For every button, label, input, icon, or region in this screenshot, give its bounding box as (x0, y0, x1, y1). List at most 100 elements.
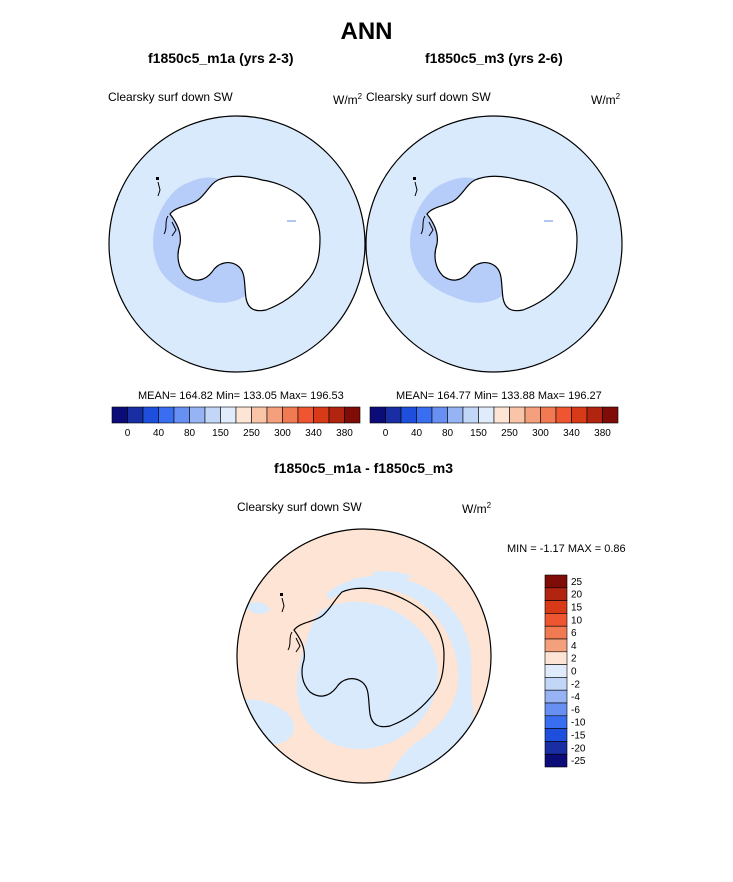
diff-map-island-dot (280, 593, 283, 596)
colorbar-diff-swatch (544, 625, 568, 640)
diff-map-coast-fragment (281, 597, 285, 613)
colorbar-diff-swatch (544, 677, 568, 691)
colorbar-panel2-swatch (431, 406, 448, 424)
colorbar-panel1-swatch (282, 406, 299, 424)
colorbar-panel2-tick-label: 340 (563, 428, 580, 439)
colorbar-panel1-tick-label: 40 (153, 428, 165, 439)
colorbar-panel1-swatch (158, 406, 175, 424)
panel1-title: f1850c5_m1a (yrs 2-3) (148, 50, 294, 66)
panel2-title: f1850c5_m3 (yrs 2-6) (425, 50, 563, 66)
colorbar-diff-tick-label: -4 (571, 692, 580, 703)
colorbar-panel1-swatch (328, 406, 345, 424)
diff-units: W/m2 (462, 501, 492, 516)
colorbar-diff-tick-label: -25 (571, 756, 586, 767)
colorbar-panel2-swatch (555, 406, 572, 424)
colorbar-diff-swatch (544, 753, 568, 768)
colorbar-diff-tick-label: 10 (571, 615, 583, 626)
colorbar-panel2-swatch (524, 406, 541, 424)
colorbar-panel1-tick-label: 80 (184, 428, 196, 439)
diff-map-antarctica (293, 587, 445, 728)
colorbar-diff-tick-label: -15 (571, 731, 586, 742)
diff-minmax: MIN = -1.17 MAX = 0.86 (507, 543, 626, 555)
panel2-units: W/m2 (591, 92, 621, 107)
colorbar-panel1-swatch (111, 406, 128, 424)
colorbar-panel1-swatch (344, 406, 361, 424)
diff-map-negative-region-east (326, 576, 474, 783)
colorbar-panel2: 0 40 80 150 250 300 340 380 (369, 406, 619, 439)
colorbar-panel2-tick-label: 150 (470, 428, 487, 439)
colorbar-diff-swatch (544, 638, 568, 653)
colorbar-panel1-tick-label: 150 (212, 428, 229, 439)
colorbar-panel1-tick-label: 300 (274, 428, 291, 439)
colorbar-panel2-swatch (586, 406, 603, 424)
panel2-stats: MEAN= 164.77 Min= 133.88 Max= 196.27 (396, 390, 602, 402)
colorbar-panel1-swatch (204, 406, 221, 424)
colorbar-panel2-tick-label: 0 (383, 428, 389, 439)
map1-antarctica (169, 175, 321, 312)
map2-island-dot (413, 177, 416, 180)
map1-island-dot (156, 177, 159, 180)
colorbar-panel2-swatch (478, 406, 495, 424)
colorbar-panel1-swatch (297, 406, 314, 424)
colorbar-panel1: 0 40 80 150 250 300 340 380 (111, 406, 361, 439)
map2-peninsula-islands (420, 215, 434, 237)
colorbar-diff-tick-label: 25 (571, 577, 583, 588)
colorbar-panel1-swatch (189, 406, 206, 424)
colorbar-panel2-swatch (602, 406, 619, 424)
colorbar-panel2-swatch (369, 406, 386, 424)
map1-peninsula-islands (163, 215, 177, 237)
colorbar-diff-swatch (544, 741, 568, 755)
colorbar-panel2-swatch (509, 406, 526, 424)
colorbar-diff-tick-label: -10 (571, 718, 586, 729)
colorbar-panel1-swatch (173, 406, 190, 424)
colorbar-diff-swatch (544, 587, 568, 601)
colorbar-diff-swatch (544, 651, 568, 665)
diff-map-negative-region-central (296, 601, 438, 750)
colorbar-diff-swatch (544, 600, 568, 614)
map1 (108, 115, 366, 373)
colorbar-diff-tick-label: -20 (571, 743, 586, 754)
diff-field-label: Clearsky surf down SW (237, 500, 362, 514)
panel1-field-label: Clearsky surf down SW (108, 90, 233, 104)
colorbar-panel2-tick-label: 40 (411, 428, 423, 439)
diff-map-peninsula-islands (287, 631, 301, 653)
colorbar-diff-swatch (544, 664, 568, 678)
colorbar-panel2-tick-label: 80 (442, 428, 454, 439)
colorbar-panel1-swatch (266, 406, 283, 424)
colorbar-panel1-tick-label: 340 (305, 428, 322, 439)
map2 (365, 115, 623, 373)
colorbar-panel2-swatch (462, 406, 479, 424)
colorbar-panel2-swatch (493, 406, 510, 424)
panel1-stats: MEAN= 164.82 Min= 133.05 Max= 196.53 (138, 390, 344, 402)
colorbar-diff-tick-label: -6 (571, 705, 580, 716)
colorbar-panel1-tick-label: 380 (336, 428, 353, 439)
diff-map-border (236, 528, 492, 784)
map2-border (365, 115, 623, 373)
colorbar-panel2-tick-label: 380 (594, 428, 611, 439)
colorbar-panel2-swatch (540, 406, 557, 424)
colorbar-panel1-tick-label: 0 (125, 428, 131, 439)
colorbar-panel1-tick-label: 250 (243, 428, 260, 439)
colorbar-panel2-tick-label: 300 (532, 428, 549, 439)
colorbar-diff-swatch (544, 728, 568, 742)
colorbar-diff-swatch (544, 702, 568, 717)
colorbar-diff-tick-label: 4 (571, 641, 577, 652)
diff-map-negative-region-north (372, 571, 412, 583)
map1-border (108, 115, 366, 373)
colorbar-diff-swatch (544, 574, 568, 589)
panel1-units: W/m2 (333, 92, 363, 107)
map2-antarctica (426, 175, 578, 312)
diff-title: f1850c5_m1a - f1850c5_m3 (274, 460, 454, 476)
diff-map-negative-patch (248, 602, 270, 614)
colorbar-panel1-swatch (127, 406, 144, 424)
colorbar-diff-tick-label: 15 (571, 603, 583, 614)
colorbar-diff-tick-label: 2 (571, 654, 577, 665)
map2-coast-fragment (414, 181, 418, 197)
colorbar-diff-tick-label: 0 (571, 667, 577, 678)
diff-map (236, 528, 492, 784)
colorbar-panel2-swatch (400, 406, 417, 424)
colorbar-diff-swatch (544, 689, 568, 704)
colorbar-diff-tick-label: 20 (571, 590, 583, 601)
